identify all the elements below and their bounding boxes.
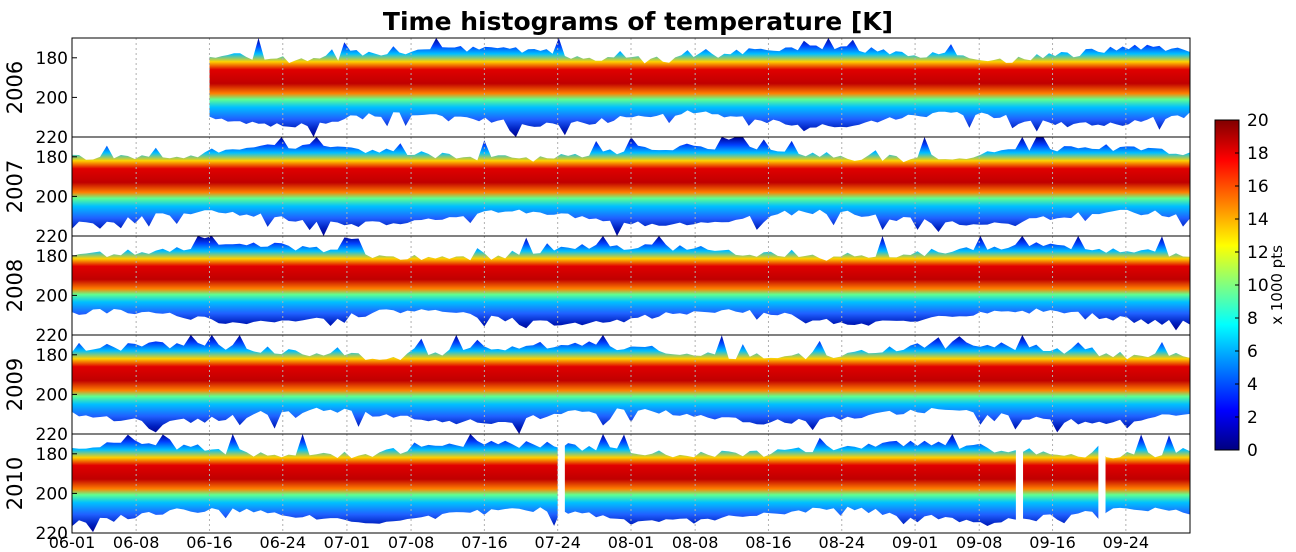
y-tick-label: 180 — [36, 148, 68, 168]
x-tick-label: 08-24 — [819, 533, 866, 552]
x-tick-label: 08-08 — [672, 533, 719, 552]
panel-label-2007: 2007 — [3, 160, 27, 213]
colorbar-tick-label: 4 — [1247, 375, 1258, 395]
colorbar-tick-label: 8 — [1247, 309, 1258, 329]
colorbar-tick-label: 10 — [1247, 276, 1269, 296]
y-tick-label: 200 — [36, 187, 68, 207]
histogram-band-2007 — [72, 137, 1190, 236]
x-tick-label: 09-01 — [892, 533, 939, 552]
y-tick-label: 180 — [36, 346, 68, 366]
x-tick-label: 07-16 — [461, 533, 508, 552]
x-tick-label: 09-16 — [1029, 533, 1076, 552]
colorbar-tick-label: 16 — [1247, 177, 1269, 197]
x-tick-label: 07-08 — [388, 533, 435, 552]
panel-label-2008: 2008 — [3, 259, 27, 312]
histogram-band-2008 — [72, 236, 1190, 331]
chart-title: Time histograms of temperature [K] — [383, 7, 893, 36]
colorbar-tick-label: 6 — [1247, 342, 1258, 362]
data-gap-2010-0 — [557, 434, 565, 533]
panel-label-2006: 2006 — [3, 61, 27, 114]
x-tick-label: 06-16 — [186, 533, 233, 552]
y-tick-label: 200 — [36, 286, 68, 306]
y-tick-label: 220 — [36, 425, 68, 445]
x-tick-label: 06-08 — [113, 533, 160, 552]
colorbar-tick-label: 18 — [1247, 144, 1269, 164]
colorbar-tick-label: 14 — [1247, 210, 1269, 230]
colorbar-tick-label: 0 — [1247, 441, 1258, 461]
x-tick-label: 09-24 — [1103, 533, 1150, 552]
y-tick-label: 220 — [36, 227, 68, 247]
y-tick-label: 220 — [36, 326, 68, 346]
data-gap-2010-2 — [1098, 434, 1106, 533]
colorbar-tick-label: 2 — [1247, 408, 1258, 428]
x-tick-label: 07-24 — [534, 533, 581, 552]
histogram-band-2006 — [209, 38, 1190, 137]
y-tick-label: 180 — [36, 247, 68, 267]
panel-2007 — [72, 137, 1190, 236]
data-gap-2010-1 — [1015, 434, 1024, 533]
y-tick-label: 180 — [36, 445, 68, 465]
panel-2006 — [209, 38, 1190, 137]
panel-2010 — [72, 434, 1190, 533]
panel-label-2010: 2010 — [3, 457, 27, 510]
panel-frame-2010 — [71, 433, 1191, 534]
panel-2008 — [72, 236, 1190, 331]
panel-2009 — [72, 335, 1190, 434]
colorbar-tick-label: 12 — [1247, 243, 1269, 263]
y-tick-label: 200 — [36, 385, 68, 405]
y-tick-label: 180 — [36, 49, 68, 69]
y-tick-label: 220 — [36, 524, 68, 544]
x-tick-label: 07-01 — [324, 533, 371, 552]
y-tick-label: 200 — [36, 484, 68, 504]
y-tick-label: 220 — [36, 128, 68, 148]
histogram-band-2010 — [72, 434, 1190, 533]
x-tick-label: 06-24 — [260, 533, 307, 552]
histogram-band-2009 — [72, 335, 1190, 434]
x-tick-label: 09-08 — [956, 533, 1003, 552]
y-tick-label: 200 — [36, 88, 68, 108]
panel-label-2009: 2009 — [3, 358, 27, 411]
colorbar-label: x 1000 pts — [1268, 245, 1286, 325]
x-tick-label: 06-01 — [49, 533, 96, 552]
colorbar-tick-label: 20 — [1247, 111, 1269, 131]
x-tick-label: 08-01 — [608, 533, 655, 552]
x-tick-label: 08-16 — [745, 533, 792, 552]
